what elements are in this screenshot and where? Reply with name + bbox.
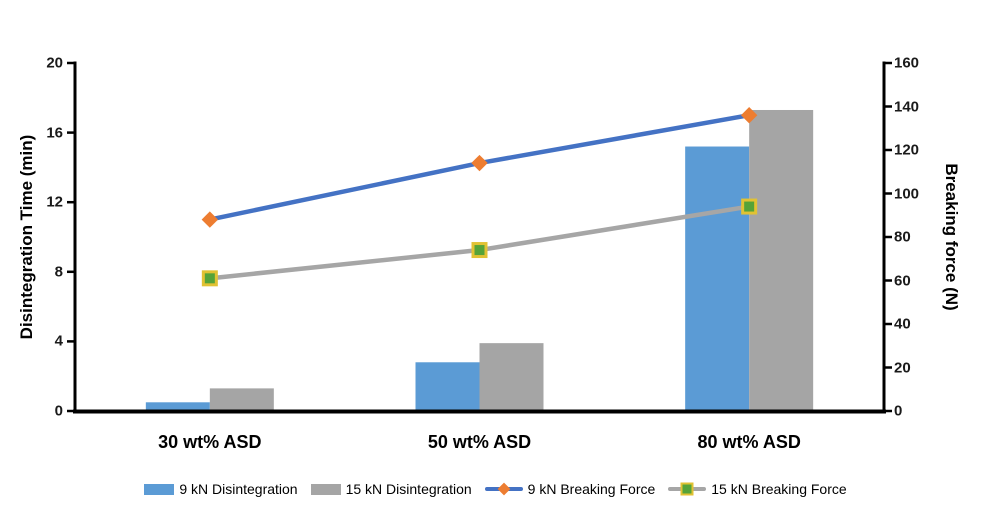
legend-label: 15 kN Disintegration bbox=[345, 481, 472, 497]
bar bbox=[209, 388, 274, 411]
legend-item: 15 kN Breaking Force bbox=[668, 481, 847, 497]
left-axis-tick-label: 20 bbox=[46, 54, 63, 72]
bar bbox=[479, 343, 544, 411]
right-axis-tick-label: 160 bbox=[894, 54, 920, 72]
category-label: 30 wt% ASD bbox=[158, 432, 262, 452]
legend-line-swatch bbox=[484, 482, 523, 496]
legend-label: 9 kN Disintegration bbox=[179, 481, 298, 497]
right-axis-tick-label: 0 bbox=[894, 402, 903, 420]
right-axis-tick-label: 140 bbox=[894, 98, 920, 115]
legend-item: 9 kN Breaking Force bbox=[484, 481, 656, 497]
diamond-marker bbox=[740, 106, 758, 124]
square-marker-icon bbox=[680, 482, 694, 496]
right-axis-tick-label: 120 bbox=[894, 141, 920, 159]
legend-bar-swatch bbox=[310, 483, 341, 495]
bar bbox=[145, 402, 210, 411]
category-label: 50 wt% ASD bbox=[427, 432, 532, 452]
right-axis-tick-label: 60 bbox=[894, 272, 911, 289]
bar bbox=[685, 146, 750, 411]
legend-bar-swatch bbox=[144, 483, 175, 495]
left-axis-tick-label: 16 bbox=[46, 124, 63, 142]
left-axis-tick-label: 4 bbox=[54, 332, 63, 350]
right-axis-tick-label: 80 bbox=[894, 228, 911, 246]
left-axis-tick-label: 8 bbox=[54, 263, 63, 281]
category-label: 80 wt% ASD bbox=[697, 432, 801, 452]
square-marker bbox=[471, 242, 488, 259]
legend-label: 15 kN Breaking Force bbox=[711, 481, 847, 497]
right-axis-title: Breaking force (N) bbox=[942, 163, 961, 311]
legend-item: 15 kN Disintegration bbox=[310, 481, 472, 497]
legend-label: 9 kN Breaking Force bbox=[527, 481, 656, 497]
bar bbox=[415, 362, 480, 411]
left-axis-title: Disintegration Time (min) bbox=[17, 134, 36, 340]
right-axis-tick-label: 40 bbox=[894, 315, 911, 333]
legend-item: 9 kN Disintegration bbox=[144, 481, 298, 497]
square-marker bbox=[741, 198, 758, 215]
left-axis-tick-label: 12 bbox=[46, 193, 63, 211]
right-axis-tick-label: 100 bbox=[894, 185, 920, 202]
left-axis-tick-label: 0 bbox=[54, 402, 63, 420]
bar bbox=[749, 109, 814, 411]
right-axis-tick-label: 20 bbox=[894, 359, 911, 376]
diamond-marker-icon bbox=[497, 482, 511, 496]
square-marker bbox=[201, 270, 218, 287]
diamond-marker bbox=[201, 211, 219, 228]
diamond-marker bbox=[471, 154, 488, 172]
legend-line-swatch bbox=[668, 482, 707, 496]
legend: 9 kN Disintegration 15 kN Disintegration 9… bbox=[0, 481, 991, 497]
